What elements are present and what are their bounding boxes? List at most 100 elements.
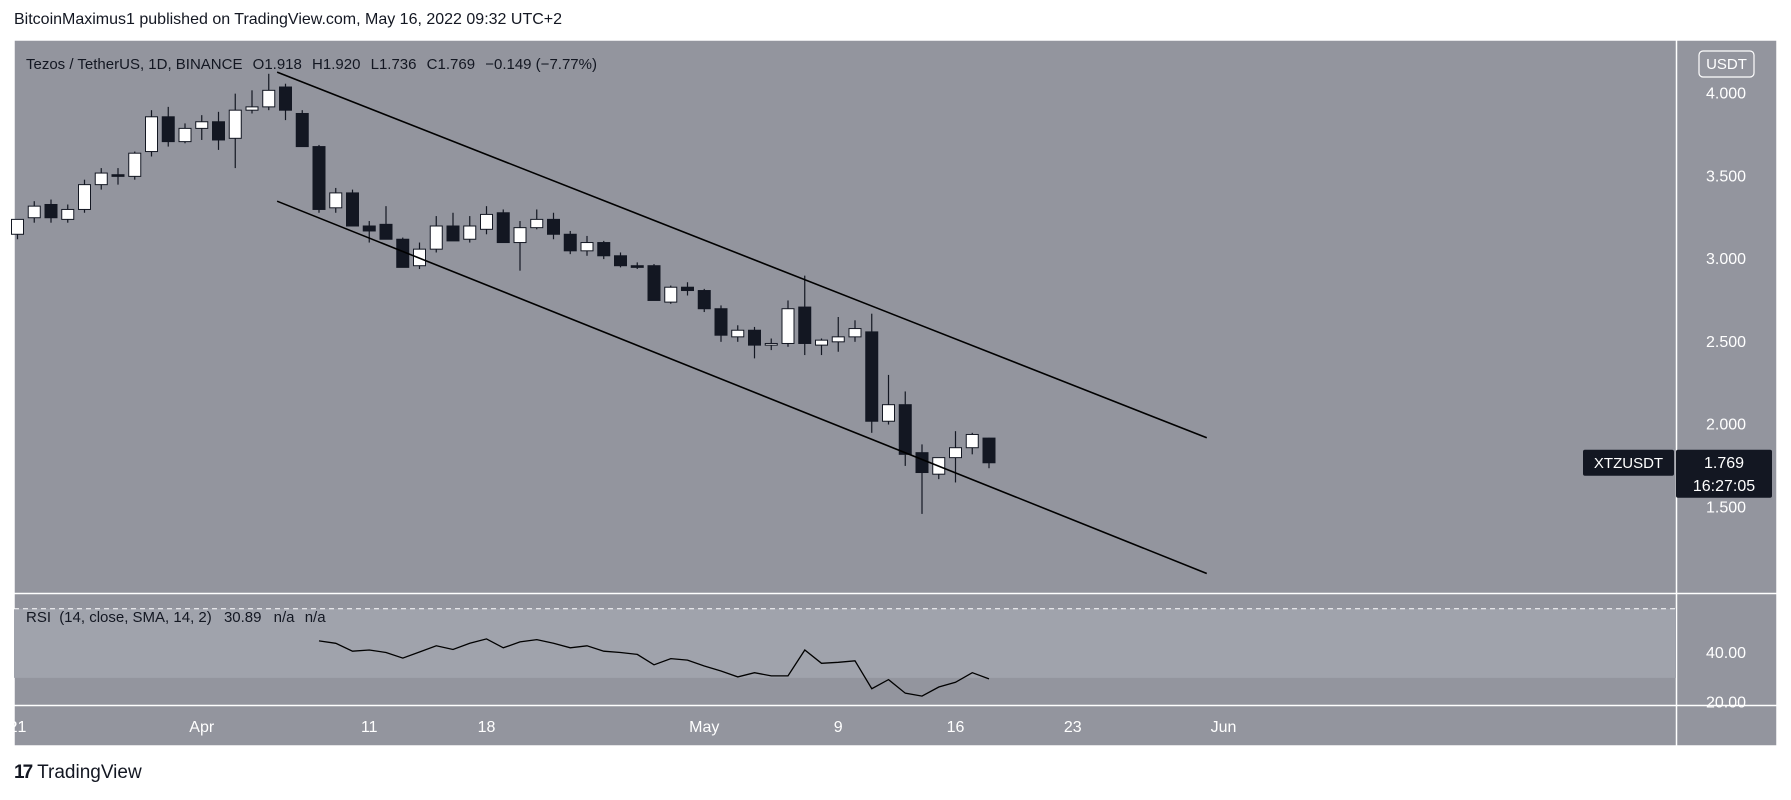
x-axis-area[interactable] <box>14 706 1676 746</box>
symbol-tag: XTZUSDT <box>1583 449 1674 476</box>
legend-close-value: 1.769 <box>438 56 476 73</box>
candle-body <box>262 89 276 108</box>
candle <box>195 115 209 140</box>
rsi-tick-label: 40.00 <box>1706 645 1746 662</box>
rsi-legend-value: 30.89 <box>224 609 262 626</box>
candle <box>429 216 443 253</box>
candle-body <box>145 116 158 153</box>
time-tick-label: Apr <box>189 719 215 736</box>
candle <box>831 317 845 352</box>
candle <box>547 212 560 240</box>
price-tick-label: 1.500 <box>1706 499 1746 516</box>
candle <box>312 144 326 213</box>
candle-body <box>848 328 862 338</box>
legend-close-label: C <box>427 56 438 73</box>
candle-body <box>664 286 678 303</box>
candle <box>597 240 611 260</box>
candle-body <box>681 286 694 292</box>
candle-body <box>714 308 728 336</box>
rsi-tick-label: 20.00 <box>1706 695 1746 712</box>
candle-body <box>312 146 326 210</box>
candle-body <box>379 223 393 240</box>
candle-body <box>446 225 460 242</box>
symbol-tag-label: XTZUSDT <box>1594 455 1663 472</box>
candle-body <box>496 212 510 244</box>
footer-brand[interactable]: 17 TradingView <box>14 762 142 784</box>
rsi-band <box>14 608 1676 678</box>
price-axis-area[interactable] <box>1676 40 1777 746</box>
candle <box>279 83 292 121</box>
last-price-tag-bg <box>1676 449 1772 498</box>
candle <box>664 285 678 304</box>
candle <box>295 110 309 148</box>
candle-body <box>798 306 812 344</box>
candle-body <box>865 331 879 422</box>
candle <box>78 179 91 213</box>
candle <box>982 437 996 469</box>
candle-body <box>161 116 175 143</box>
candle-body <box>982 437 996 464</box>
currency-button[interactable]: USDT <box>1698 50 1755 78</box>
candle-body <box>295 112 309 148</box>
candle-body <box>597 242 611 257</box>
candle <box>647 264 661 301</box>
candle <box>898 391 912 466</box>
candle <box>94 168 108 190</box>
candle <box>228 93 242 169</box>
price-tick-label: 2.000 <box>1706 417 1746 434</box>
candle <box>580 235 594 256</box>
candle <box>563 230 577 255</box>
candle-body <box>748 329 761 346</box>
candle-body <box>61 208 75 220</box>
time-tick-label: 21 <box>9 719 27 736</box>
rsi-legend: RSI (14, close, SMA, 14, 2) 30.89 n/a n/… <box>26 609 326 626</box>
time-tick-label: 23 <box>1064 719 1082 736</box>
channel-lower-line <box>276 200 1208 575</box>
candle <box>44 199 58 223</box>
candle-body <box>731 329 745 338</box>
candle <box>27 201 41 223</box>
candle-body <box>128 152 142 177</box>
candle-body <box>429 225 443 250</box>
candle <box>178 123 192 144</box>
candle <box>379 206 393 240</box>
candle <box>798 275 812 356</box>
candle <box>848 320 862 342</box>
footer-brand-label: TradingView <box>37 762 142 783</box>
candle <box>61 204 75 223</box>
candle <box>865 313 879 433</box>
price-pane[interactable] <box>14 40 1676 593</box>
candle-body <box>781 308 795 344</box>
time-tick-label: 9 <box>834 719 843 736</box>
candle <box>748 326 761 359</box>
candle-body <box>965 433 979 449</box>
legend-change: −0.149 (−7.77%) <box>485 56 597 73</box>
rsi-legend-name: RSI <box>26 609 51 626</box>
candle <box>463 216 477 243</box>
rsi-line <box>318 638 990 697</box>
candle-body <box>178 127 192 143</box>
currency-button-label: USDT <box>1706 56 1747 73</box>
legend-symbol: Tezos / TetherUS, 1D, BINANCE <box>26 56 242 73</box>
candle <box>346 189 359 227</box>
candle-body <box>949 447 962 459</box>
candle <box>731 325 745 342</box>
price-tick-label: 2.500 <box>1706 334 1746 351</box>
candle-body <box>11 218 24 235</box>
candle <box>161 106 175 147</box>
candle <box>630 262 644 270</box>
candle-body <box>480 213 493 230</box>
time-tick-label: May <box>689 719 719 736</box>
candle-body <box>228 109 242 139</box>
legend-open-value: 1.918 <box>264 56 302 73</box>
candle-body <box>346 192 359 227</box>
candle <box>781 300 795 347</box>
legend-open-label: O <box>253 56 265 73</box>
last-price-value: 1.769 <box>1704 455 1744 472</box>
candle-body <box>530 218 544 229</box>
candle-body <box>764 342 778 346</box>
candle-body <box>362 225 376 232</box>
candle <box>245 90 259 114</box>
candle <box>128 151 142 180</box>
